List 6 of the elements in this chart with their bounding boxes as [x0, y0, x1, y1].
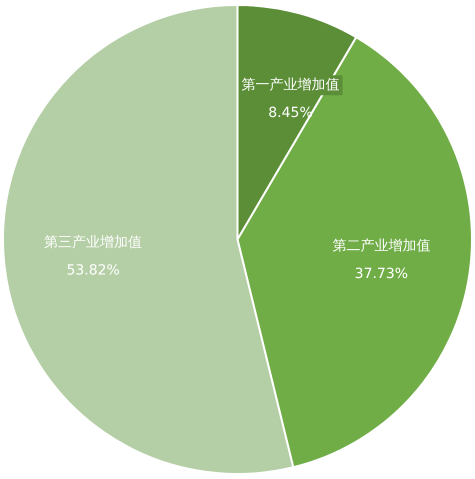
data-label: 8.45% — [268, 104, 313, 121]
slice-label: 第一产业增加值 — [242, 76, 340, 93]
slice-label: 第三产业增加值 — [44, 234, 142, 251]
data-label: 53.82% — [66, 262, 120, 279]
data-label: 37.73% — [354, 266, 408, 282]
slice-label: 第二产业增加值 — [332, 238, 430, 254]
